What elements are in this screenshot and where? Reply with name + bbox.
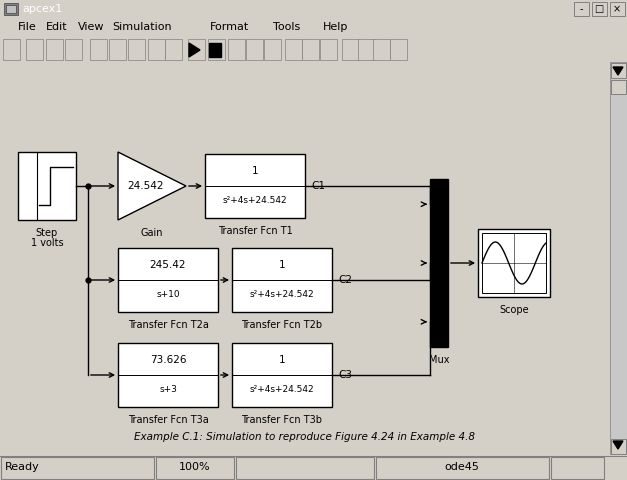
Text: Mux: Mux	[429, 355, 450, 365]
Bar	[342, 39, 359, 60]
Polygon shape	[613, 441, 623, 449]
Text: 24.542: 24.542	[127, 181, 164, 191]
Bar	[482, 233, 546, 293]
Bar	[302, 39, 319, 60]
Text: Transfer Fcn T1: Transfer Fcn T1	[218, 226, 292, 236]
Text: s+3: s+3	[159, 385, 177, 394]
Text: s²+4s+24.542: s²+4s+24.542	[250, 290, 314, 299]
Bar	[6, 5, 16, 13]
Text: Step: Step	[36, 228, 58, 238]
Text: Gain: Gain	[140, 228, 163, 238]
Bar	[264, 39, 281, 60]
Text: Edit: Edit	[46, 22, 68, 32]
Bar	[18, 152, 76, 220]
Text: Format: Format	[210, 22, 250, 32]
Bar	[611, 63, 626, 78]
Text: Ready: Ready	[5, 463, 40, 472]
Bar	[118, 248, 218, 312]
Bar	[128, 39, 145, 60]
Bar	[90, 39, 107, 60]
Text: File: File	[18, 22, 37, 32]
Bar	[232, 248, 332, 312]
Text: ×: ×	[613, 4, 621, 14]
Polygon shape	[189, 43, 200, 57]
Polygon shape	[118, 152, 186, 220]
Text: 1: 1	[278, 355, 285, 365]
Text: Transfer Fcn T2b: Transfer Fcn T2b	[241, 320, 322, 330]
Bar	[3, 39, 20, 60]
Text: Example C.1: Simulation to reproduce Figure 4.24 in Example 4.8: Example C.1: Simulation to reproduce Fig…	[135, 432, 475, 442]
Bar	[478, 229, 550, 297]
Text: Transfer Fcn T3b: Transfer Fcn T3b	[241, 415, 322, 425]
Polygon shape	[613, 67, 623, 75]
Bar	[285, 39, 302, 60]
Bar	[390, 39, 407, 60]
Text: C3: C3	[338, 370, 352, 380]
Bar	[320, 39, 337, 60]
Text: 100%: 100%	[179, 463, 211, 472]
Text: ode45: ode45	[445, 463, 480, 472]
Bar	[610, 2, 625, 16]
Bar	[4, 3, 18, 15]
Bar	[1, 457, 154, 479]
Bar	[373, 39, 390, 60]
Bar	[109, 39, 126, 60]
Text: s²+4s+24.542: s²+4s+24.542	[250, 385, 314, 394]
Text: Help: Help	[323, 22, 349, 32]
Bar	[205, 154, 305, 218]
Bar	[118, 343, 218, 407]
Bar	[208, 39, 225, 60]
Text: s²+4s+24.542: s²+4s+24.542	[223, 196, 287, 205]
Bar	[246, 39, 263, 60]
Text: Transfer Fcn T3a: Transfer Fcn T3a	[128, 415, 208, 425]
Text: □: □	[594, 4, 604, 14]
Bar	[26, 39, 43, 60]
Bar	[148, 39, 165, 60]
Text: 1: 1	[251, 166, 258, 176]
Text: View: View	[78, 22, 105, 32]
Bar	[236, 457, 374, 479]
Text: -: -	[579, 4, 582, 14]
Text: 1 volts: 1 volts	[31, 238, 63, 248]
Text: 73.626: 73.626	[150, 355, 186, 365]
Bar	[165, 39, 182, 60]
Text: C2: C2	[338, 275, 352, 285]
Text: C1: C1	[311, 181, 325, 191]
Bar	[232, 343, 332, 407]
Text: 245.42: 245.42	[150, 260, 186, 270]
Bar	[592, 2, 607, 16]
Bar	[430, 179, 448, 347]
Bar	[611, 80, 626, 94]
Text: Transfer Fcn T2a: Transfer Fcn T2a	[127, 320, 208, 330]
Bar	[611, 439, 626, 454]
Bar	[376, 457, 549, 479]
Bar	[65, 39, 82, 60]
Bar	[209, 43, 221, 57]
Text: 1: 1	[278, 260, 285, 270]
Bar	[228, 39, 245, 60]
Text: Simulation: Simulation	[112, 22, 172, 32]
Bar	[574, 2, 589, 16]
Text: s+10: s+10	[156, 290, 180, 299]
Text: Scope: Scope	[499, 305, 529, 315]
Bar	[358, 39, 375, 60]
Bar	[188, 39, 205, 60]
Text: apcex1: apcex1	[22, 4, 62, 14]
Bar	[46, 39, 63, 60]
Bar	[551, 457, 604, 479]
Bar	[156, 457, 234, 479]
Text: Tools: Tools	[273, 22, 300, 32]
